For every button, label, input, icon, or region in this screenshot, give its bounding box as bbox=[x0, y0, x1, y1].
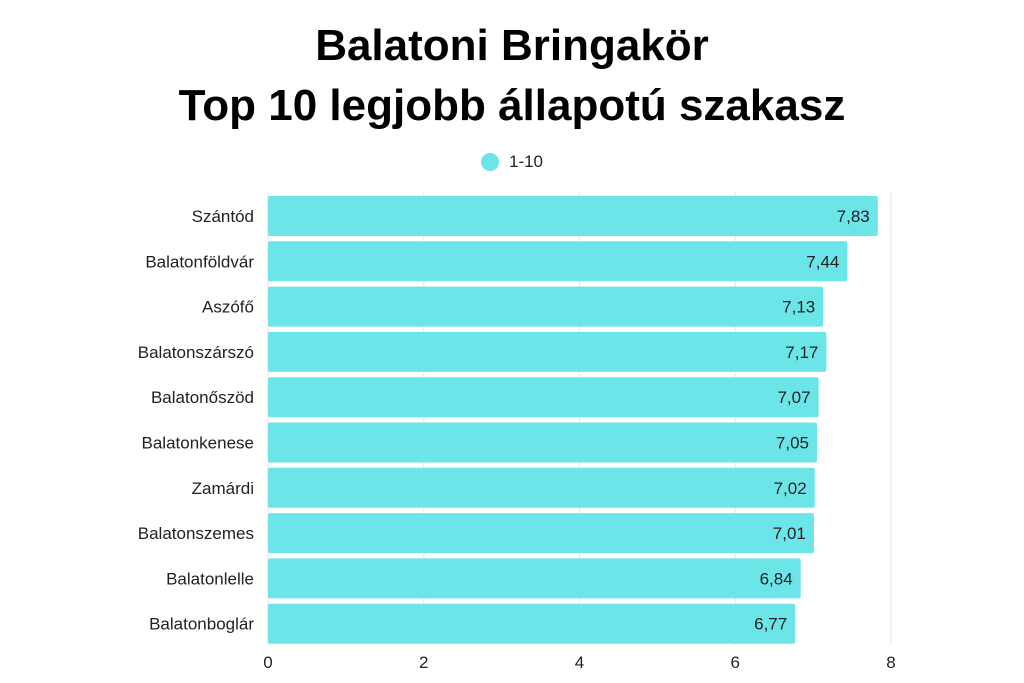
category-label: Balatonőszöd bbox=[151, 388, 254, 407]
x-tick-label: 6 bbox=[731, 653, 740, 672]
value-label: 7,05 bbox=[776, 434, 809, 453]
value-label: 6,84 bbox=[760, 569, 793, 588]
category-label: Aszófő bbox=[202, 298, 254, 317]
legend-label: 1-10 bbox=[508, 152, 544, 171]
category-label: Szántód bbox=[192, 207, 254, 226]
bar bbox=[268, 513, 814, 554]
bar bbox=[268, 558, 801, 599]
bar bbox=[268, 467, 815, 508]
category-label: Balatonboglár bbox=[149, 615, 254, 634]
category-label: Balatonszemes bbox=[138, 524, 254, 543]
bar bbox=[268, 196, 878, 236]
bar bbox=[268, 241, 848, 282]
x-tick-label: 8 bbox=[886, 653, 895, 672]
legend: 1-10 bbox=[0, 152, 1024, 172]
x-tick-label: 2 bbox=[419, 653, 428, 672]
bar bbox=[268, 286, 824, 327]
legend-swatch bbox=[480, 153, 499, 171]
value-label: 7,02 bbox=[774, 479, 807, 498]
value-label: 7,17 bbox=[785, 343, 818, 362]
bar bbox=[268, 331, 827, 372]
value-label: 6,77 bbox=[754, 615, 787, 634]
x-tick-label: 4 bbox=[575, 653, 584, 672]
x-axis: 0 2 4 6 8 bbox=[263, 653, 895, 672]
value-label: 7,44 bbox=[806, 252, 839, 271]
value-label: 7,07 bbox=[777, 388, 810, 407]
category-label: Balatonföldvár bbox=[145, 252, 254, 271]
category-label: Balatonkenese bbox=[142, 434, 254, 453]
x-tick-label: 0 bbox=[263, 653, 272, 672]
bar bbox=[268, 603, 796, 644]
value-label: 7,13 bbox=[782, 298, 815, 317]
category-label: Zamárdi bbox=[192, 479, 254, 498]
value-label: 7,83 bbox=[837, 207, 870, 226]
bar bbox=[268, 377, 819, 418]
chart-title-line-1: Balatoni Bringakör bbox=[315, 21, 709, 70]
category-label: Balatonszárszó bbox=[138, 343, 254, 362]
bars: Szántód 7,83 Balatonföldvár 7,44 Aszófő 7,13 B… bbox=[138, 196, 878, 644]
value-label: 7,01 bbox=[773, 524, 806, 543]
bar bbox=[268, 422, 818, 463]
category-label: Balatonlelle bbox=[166, 569, 254, 588]
chart-title-line-2: Top 10 legjobb állapotú szakasz bbox=[178, 81, 846, 130]
